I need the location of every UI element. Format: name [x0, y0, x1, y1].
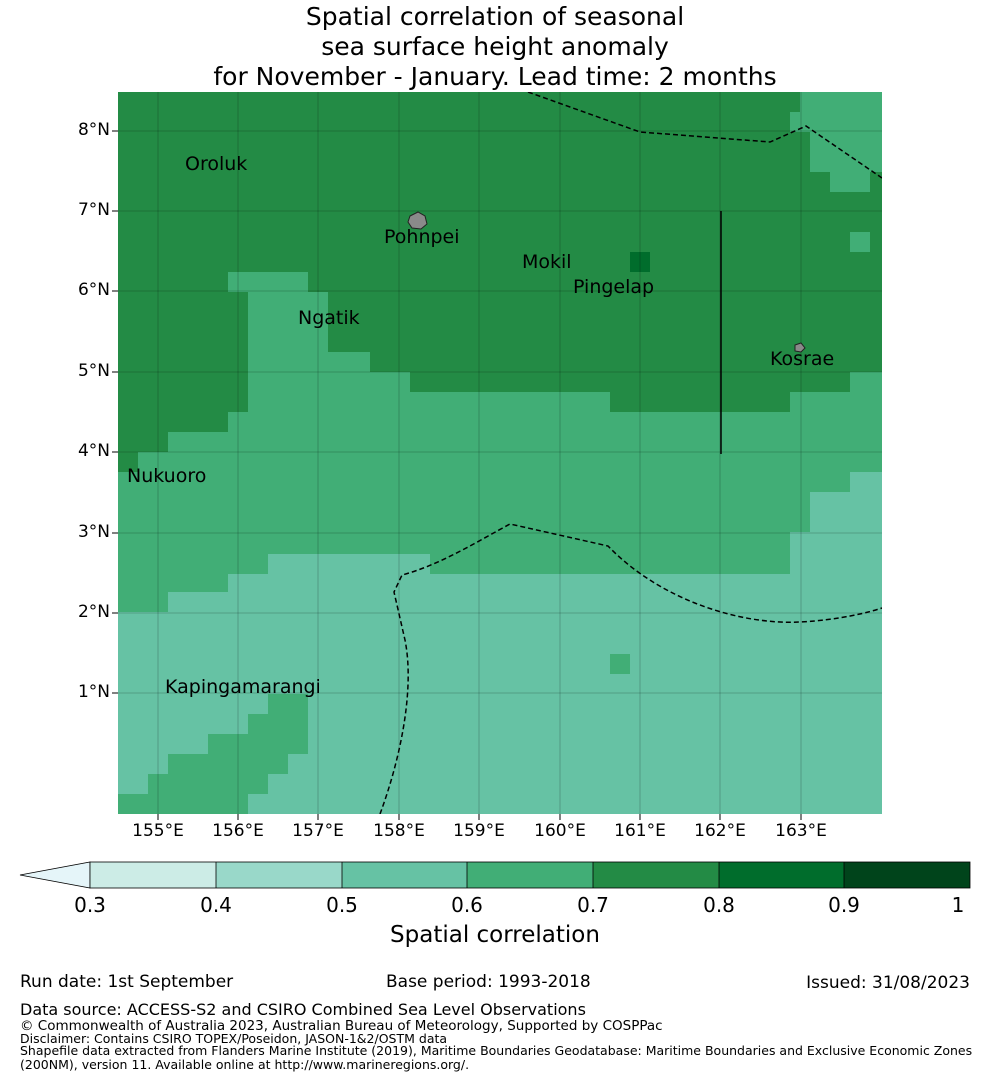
shapefile-credit-2: (200NM), version 11. Available online at… — [20, 1057, 470, 1072]
field-06-07-cell — [610, 654, 630, 674]
colorbar-bin-5 — [593, 862, 719, 888]
eez-boundaries — [379, 92, 882, 814]
title-line-3: for November - January. Lead time: 2 mon… — [213, 62, 777, 91]
data-source: Data source: ACCESS-S2 and CSIRO Combine… — [20, 1000, 586, 1019]
colorbar-bin-7 — [844, 862, 970, 888]
shapefile-credit-1: Shapefile data extracted from Flanders M… — [20, 1043, 973, 1058]
place-ngatik: Ngatik — [298, 307, 360, 329]
lon-label-159e: 159°E — [453, 821, 505, 841]
lat-label-4n: 4°N — [77, 441, 110, 461]
field-06-07-ne — [800, 92, 882, 132]
lat-label-1n: 1°N — [77, 682, 110, 702]
lon-label-160e: 160°E — [534, 821, 586, 841]
place-oroluk: Oroluk — [185, 153, 248, 175]
chart-title: Spatial correlation of seasonal sea surf… — [0, 2, 990, 92]
colorbar-extend-arrow — [19, 861, 91, 889]
colorbar-tick-0.5: 0.5 — [326, 893, 358, 917]
map-field — [118, 92, 882, 814]
colorbar-bin-3 — [342, 862, 467, 888]
field-06-07-sw — [118, 794, 128, 814]
run-date: Run date: 1st September — [20, 972, 234, 992]
colorbar-tick-0.3: 0.3 — [74, 893, 106, 917]
lat-label-3n: 3°N — [77, 522, 110, 542]
lon-label-161e: 161°E — [614, 821, 666, 841]
colorbar-bin-4 — [467, 862, 593, 888]
colorbar-tick-0.8: 0.8 — [703, 893, 735, 917]
colorbar-bin-1 — [90, 862, 216, 888]
lon-label-156e: 156°E — [212, 821, 264, 841]
pohnpei-island-shape — [407, 211, 428, 230]
place-nukuoro: Nukuoro — [127, 465, 207, 487]
graticule — [118, 92, 882, 814]
field-05-06 — [118, 472, 882, 814]
colorbar-tick-0.4: 0.4 — [200, 893, 232, 917]
axis-ticks — [112, 130, 802, 820]
lon-label-157e: 157°E — [292, 821, 344, 841]
lat-label-5n: 5°N — [77, 361, 110, 381]
colorbar-tick-0.6: 0.6 — [451, 893, 483, 917]
colorbar — [19, 861, 971, 889]
colorbar-outline — [89, 861, 971, 889]
field-07-08 — [118, 92, 882, 472]
title-line-1: Spatial correlation of seasonal — [305, 2, 685, 31]
place-mokil: Mokil — [522, 251, 572, 273]
field-06-07-pocket — [248, 292, 328, 392]
disclaimer: Disclaimer: Contains CSIRO TOPEX/Poseido… — [20, 1031, 448, 1046]
lon-label-163e: 163°E — [775, 821, 827, 841]
lat-label-8n: 8°N — [77, 120, 110, 140]
lon-label-155e: 155°E — [132, 821, 184, 841]
lat-label-6n: 6°N — [77, 280, 110, 300]
field-08-09 — [630, 252, 650, 272]
lat-label-2n: 2°N — [77, 602, 110, 622]
kosrae-island-shape — [794, 342, 806, 353]
place-kapingamarangi: Kapingamarangi — [165, 676, 321, 698]
colorbar-dividers — [215, 862, 845, 888]
lat-label-7n: 7°N — [77, 200, 110, 220]
lon-label-162e: 162°E — [694, 821, 746, 841]
colorbar-tick-0.9: 0.9 — [828, 893, 860, 917]
field-06-07-ne2 — [850, 232, 870, 252]
place-pingelap: Pingelap — [573, 276, 655, 298]
colorbar-tick-0.7: 0.7 — [577, 893, 609, 917]
copyright: © Commonwealth of Australia 2023, Austra… — [20, 1018, 663, 1034]
base-period: Base period: 1993-2018 — [386, 972, 591, 992]
colorbar-title: Spatial correlation — [390, 922, 600, 948]
place-kosrae: Kosrae — [770, 348, 835, 370]
colorbar-tick-1: 1 — [951, 893, 965, 917]
colorbar-bin-6 — [719, 862, 844, 888]
issued-date: Issued: 31/08/2023 — [806, 973, 970, 993]
lon-label-158e: 158°E — [373, 821, 425, 841]
title-line-2: sea surface height anomaly — [321, 32, 669, 61]
place-pohnpei: Pohnpei — [384, 226, 460, 248]
colorbar-bin-2 — [216, 862, 342, 888]
